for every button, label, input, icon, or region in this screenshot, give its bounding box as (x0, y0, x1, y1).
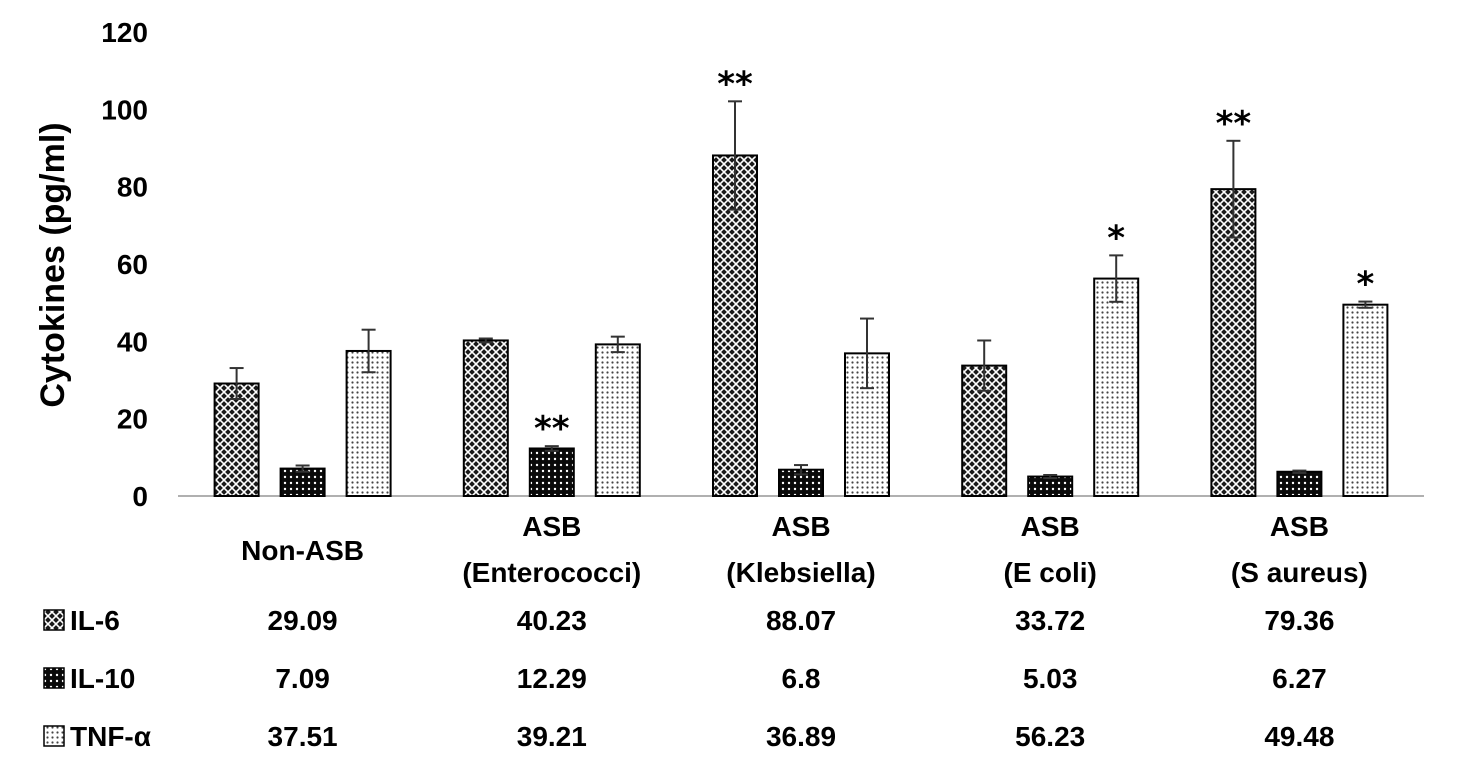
bar-dense-dots-1 (528, 447, 575, 497)
significance-marker: ** (717, 64, 753, 104)
bar-light-dots-0 (345, 349, 392, 497)
table-value: 88.07 (766, 605, 836, 636)
category-label: ASB (1270, 511, 1329, 542)
y-axis-title: Cytokines (pg/ml) (34, 122, 72, 407)
bar-crosshatch-4 (1210, 188, 1257, 497)
significance-marker: * (1357, 265, 1375, 305)
category-label: ASB (522, 511, 581, 542)
table-value: 29.09 (268, 605, 338, 636)
y-tick-label: 60 (117, 249, 148, 280)
category-label: ASB (771, 511, 830, 542)
legend-series-name: TNF-α (70, 721, 151, 752)
legend-series-name: IL-10 (70, 663, 135, 694)
y-tick-label: 20 (117, 404, 148, 435)
y-tick-label: 80 (117, 172, 148, 203)
category-label: (Enterococci) (462, 557, 641, 588)
legend-series-name: IL-6 (70, 605, 120, 636)
table-value: 56.23 (1015, 721, 1085, 752)
y-tick-label: 0 (132, 481, 148, 512)
bar-dense-dots-3 (1027, 475, 1074, 497)
bar-crosshatch-1 (462, 339, 509, 497)
table-value: 7.09 (275, 663, 330, 694)
data-table: IL-6 29.09 40.23 88.07 33.72 79.36 IL-10 7.09 12… (43, 605, 1334, 752)
table-value: 6.27 (1272, 663, 1327, 694)
table-value: 79.36 (1264, 605, 1334, 636)
category-label: Non-ASB (241, 535, 364, 566)
bar-light-dots-4 (1342, 303, 1389, 497)
x-axis-category-labels: Non-ASB ASB (Enterococci) ASB (Klebsiella) AS… (241, 511, 1368, 588)
significance-marker: * (1107, 218, 1125, 258)
bar-dense-dots-4 (1276, 470, 1323, 498)
bar-light-dots-1 (594, 343, 641, 497)
bar-crosshatch-2 (712, 154, 758, 497)
table-value: 6.8 (782, 663, 821, 694)
legend-swatch-light-dots (43, 725, 65, 747)
table-value: 49.48 (1264, 721, 1334, 752)
y-tick-label: 40 (117, 326, 148, 357)
category-label: ASB (1021, 511, 1080, 542)
table-value: 37.51 (268, 721, 338, 752)
category-label: (Klebsiella) (726, 557, 875, 588)
bar-dense-dots-0 (279, 467, 326, 497)
significance-marker: ** (1216, 104, 1252, 144)
bar-crosshatch-0 (213, 382, 260, 498)
bar-light-dots-3 (1093, 277, 1140, 497)
table-value: 12.29 (517, 663, 587, 694)
y-axis-ticks: 0 20 40 60 80 100 120 (101, 17, 148, 512)
y-tick-label: 120 (101, 17, 148, 48)
category-label: (E coli) (1004, 557, 1097, 588)
bar-dense-dots-2 (778, 468, 824, 497)
plot-area: ******** (178, 64, 1424, 498)
y-tick-label: 100 (101, 94, 148, 125)
table-value: 36.89 (766, 721, 836, 752)
legend-swatch-dense-dots (43, 667, 65, 689)
category-label: (S aureus) (1231, 557, 1368, 588)
table-value: 5.03 (1023, 663, 1078, 694)
significance-marker: ** (534, 409, 570, 449)
table-value: 39.21 (517, 721, 587, 752)
table-value: 33.72 (1015, 605, 1085, 636)
table-value: 40.23 (517, 605, 587, 636)
legend-swatch-crosshatch (43, 609, 65, 631)
